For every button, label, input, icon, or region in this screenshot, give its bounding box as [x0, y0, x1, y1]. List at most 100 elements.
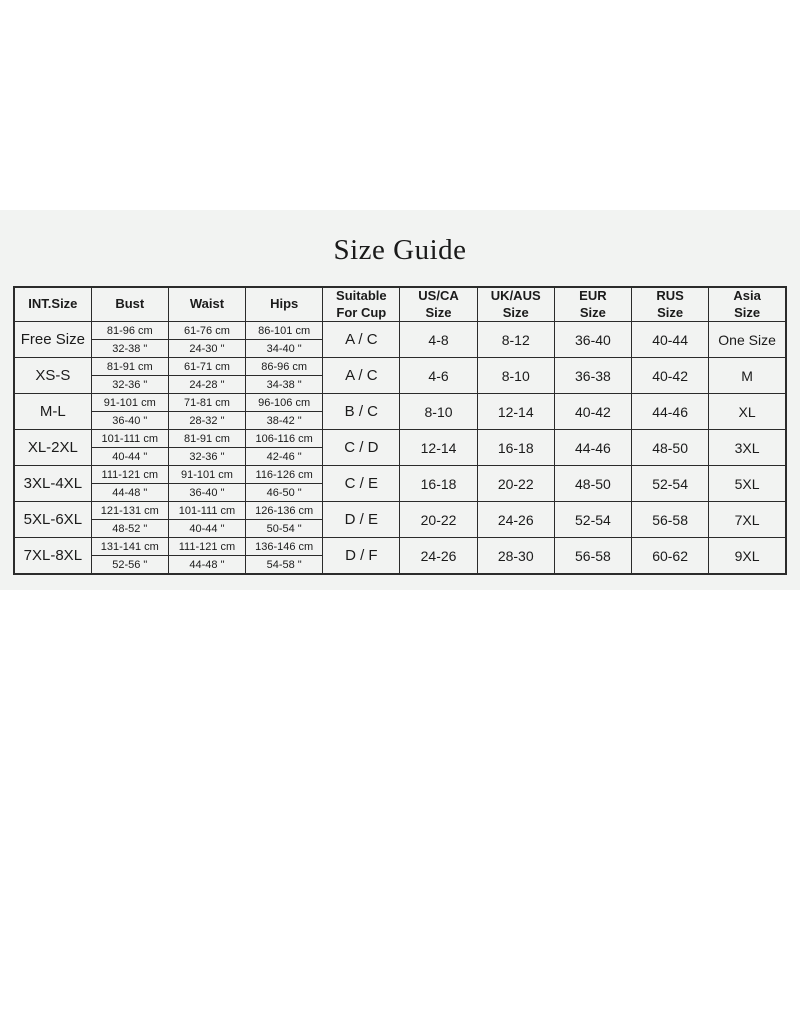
page-title: Size Guide	[333, 234, 467, 266]
column-header-asia-size: Asia Size	[708, 286, 787, 322]
hips-cm-cell: 86-101 cm	[245, 321, 324, 340]
uk-aus-cell: 24-26	[476, 501, 555, 538]
asia-cell: M	[708, 357, 787, 394]
bust-cm-cell: 121-131 cm	[90, 501, 169, 520]
cup-cell: B / C	[322, 393, 401, 430]
table-row-inch: 52-56 " 44-48 " 54-58 "	[14, 555, 786, 575]
waist-cm-cell: 61-71 cm	[167, 357, 247, 376]
table-row-cm: 7XL-8XL 131-141 cm 111-121 cm 136-146 cm…	[13, 537, 787, 575]
waist-in-cell: 28-32 "	[167, 411, 247, 430]
rus-cell: 48-50	[630, 429, 710, 466]
uk-aus-cell: 12-14	[476, 393, 555, 430]
bust-cm-cell: 101-111 cm	[90, 429, 169, 448]
cup-cell: A / C	[322, 357, 401, 394]
table-row-cm: XL-2XL 101-111 cm 81-91 cm 106-116 cm C …	[13, 429, 787, 466]
cup-cell: A / C	[322, 321, 401, 358]
waist-in-cell: 24-30 "	[167, 339, 247, 358]
asia-cell: XL	[708, 393, 787, 430]
table-row-cm: 3XL-4XL 111-121 cm 91-101 cm 116-126 cm …	[13, 465, 787, 502]
int-size-cell: 3XL-4XL	[13, 465, 92, 502]
bust-in-cell: 40-44 "	[90, 447, 169, 466]
waist-cm-cell: 71-81 cm	[167, 393, 247, 412]
int-size-cell: 7XL-8XL	[13, 537, 92, 575]
waist-cm-cell: 91-101 cm	[167, 465, 247, 484]
rus-cell: 44-46	[630, 393, 710, 430]
column-header-int-size: INT.Size	[13, 286, 92, 322]
hips-in-cell: 50-54 "	[245, 519, 324, 538]
size-guide-panel: Size Guide INT.Size Bust Waist Hips Suit…	[0, 210, 800, 590]
bust-in-cell: 52-56 "	[90, 555, 169, 575]
table-row-inch: 32-36 " 24-28 " 34-38 "	[14, 375, 786, 394]
table-row-cm: XS-S 81-91 cm 61-71 cm 86-96 cm A / C 4-…	[13, 357, 787, 394]
int-size-cell: 5XL-6XL	[13, 501, 92, 538]
int-size-cell: Free Size	[13, 321, 92, 358]
asia-cell: 7XL	[708, 501, 787, 538]
eur-cell: 40-42	[553, 393, 633, 430]
eur-cell: 56-58	[553, 537, 633, 575]
hips-cm-cell: 136-146 cm	[245, 537, 324, 556]
cup-cell: C / D	[322, 429, 401, 466]
rus-cell: 60-62	[630, 537, 710, 575]
waist-in-cell: 36-40 "	[167, 483, 247, 502]
us-ca-cell: 12-14	[399, 429, 478, 466]
column-header-rus-size: RUS Size	[630, 286, 710, 322]
bust-in-cell: 32-38 "	[90, 339, 169, 358]
bust-in-cell: 48-52 "	[90, 519, 169, 538]
bust-cm-cell: 81-91 cm	[90, 357, 169, 376]
hips-cm-cell: 106-116 cm	[245, 429, 324, 448]
asia-cell: One Size	[708, 321, 787, 358]
waist-cm-cell: 81-91 cm	[167, 429, 247, 448]
hips-in-cell: 42-46 "	[245, 447, 324, 466]
table-row-cm: M-L 91-101 cm 71-81 cm 96-106 cm B / C 8…	[13, 393, 787, 430]
column-header-hips: Hips	[245, 286, 324, 322]
waist-cm-cell: 111-121 cm	[167, 537, 247, 556]
bust-in-cell: 32-36 "	[90, 375, 169, 394]
eur-cell: 48-50	[553, 465, 633, 502]
us-ca-cell: 20-22	[399, 501, 478, 538]
rus-cell: 52-54	[630, 465, 710, 502]
hips-in-cell: 54-58 "	[245, 555, 324, 575]
bust-cm-cell: 81-96 cm	[90, 321, 169, 340]
us-ca-cell: 4-6	[399, 357, 478, 394]
hips-in-cell: 38-42 "	[245, 411, 324, 430]
bust-cm-cell: 131-141 cm	[90, 537, 169, 556]
column-header-bust: Bust	[90, 286, 169, 322]
table-row-inch: 40-44 " 32-36 " 42-46 "	[14, 447, 786, 466]
rus-cell: 40-44	[630, 321, 710, 358]
eur-cell: 36-38	[553, 357, 633, 394]
hips-cm-cell: 126-136 cm	[245, 501, 324, 520]
int-size-cell: XL-2XL	[13, 429, 92, 466]
table-row-cm: 5XL-6XL 121-131 cm 101-111 cm 126-136 cm…	[13, 501, 787, 538]
eur-cell: 36-40	[553, 321, 633, 358]
int-size-cell: M-L	[13, 393, 92, 430]
hips-in-cell: 46-50 "	[245, 483, 324, 502]
column-header-uk-aus-size: UK/AUS Size	[476, 286, 555, 322]
hips-cm-cell: 96-106 cm	[245, 393, 324, 412]
us-ca-cell: 8-10	[399, 393, 478, 430]
hips-in-cell: 34-38 "	[245, 375, 324, 394]
uk-aus-cell: 16-18	[476, 429, 555, 466]
rus-cell: 56-58	[630, 501, 710, 538]
us-ca-cell: 4-8	[399, 321, 478, 358]
table-row-cm: Free Size 81-96 cm 61-76 cm 86-101 cm A …	[13, 321, 787, 358]
waist-in-cell: 40-44 "	[167, 519, 247, 538]
cup-cell: D / E	[322, 501, 401, 538]
cup-cell: D / F	[322, 537, 401, 575]
hips-cm-cell: 86-96 cm	[245, 357, 324, 376]
column-header-us-ca-size: US/CA Size	[399, 286, 478, 322]
bust-cm-cell: 91-101 cm	[90, 393, 169, 412]
bust-in-cell: 44-48 "	[90, 483, 169, 502]
waist-cm-cell: 101-111 cm	[167, 501, 247, 520]
uk-aus-cell: 8-10	[476, 357, 555, 394]
waist-in-cell: 44-48 "	[167, 555, 247, 575]
waist-cm-cell: 61-76 cm	[167, 321, 247, 340]
table-row-inch: 44-48 " 36-40 " 46-50 "	[14, 483, 786, 502]
eur-cell: 44-46	[553, 429, 633, 466]
us-ca-cell: 24-26	[399, 537, 478, 575]
column-header-suitable-for-cup: Suitable For Cup	[322, 286, 401, 322]
bust-in-cell: 36-40 "	[90, 411, 169, 430]
us-ca-cell: 16-18	[399, 465, 478, 502]
table-row-inch: 48-52 " 40-44 " 50-54 "	[14, 519, 786, 538]
waist-in-cell: 24-28 "	[167, 375, 247, 394]
uk-aus-cell: 20-22	[476, 465, 555, 502]
